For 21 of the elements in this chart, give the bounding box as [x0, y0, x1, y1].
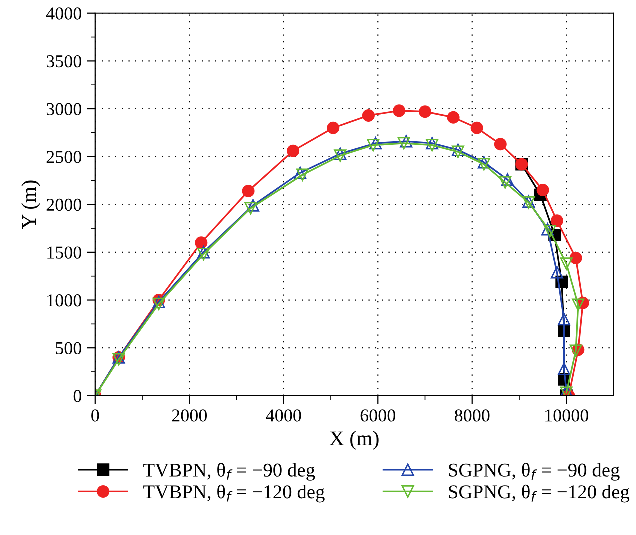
legend-label: SGPNG, θ$_{f}$ = −120 deg	[449, 484, 630, 503]
legend-label: SGPNG, θ$_{f}$ = −90 deg	[449, 463, 620, 481]
y-tick-label: 500	[56, 342, 82, 355]
legend-label: TVBPN, θ$_{f}$ = −120 deg	[144, 484, 325, 503]
x-tick-label: 0	[92, 410, 100, 422]
x-tick-label: 2000	[172, 410, 208, 422]
x-tick-label: 10000	[546, 410, 588, 422]
y-tick-label: 3000	[46, 103, 82, 116]
y-tick-label: 2500	[46, 151, 82, 164]
y-tick-label: 2000	[46, 198, 82, 212]
y-tick-label: 1500	[48, 246, 82, 259]
x-tick-label: 6000	[360, 410, 396, 422]
x-tick-label: 8000	[455, 410, 490, 422]
x-axis-title: X (m)	[330, 431, 379, 450]
legend-label: TVBPN, θ$_{f}$ = −90 deg	[144, 463, 316, 481]
y-tick-label: 3500	[46, 55, 82, 68]
y-tick-label: 1000	[48, 294, 82, 307]
y-tick-label: 0	[74, 390, 82, 402]
y-axis-title: Y (m)	[22, 180, 41, 230]
x-tick-label: 4000	[266, 410, 302, 422]
y-tick-label: 4000	[46, 8, 82, 20]
